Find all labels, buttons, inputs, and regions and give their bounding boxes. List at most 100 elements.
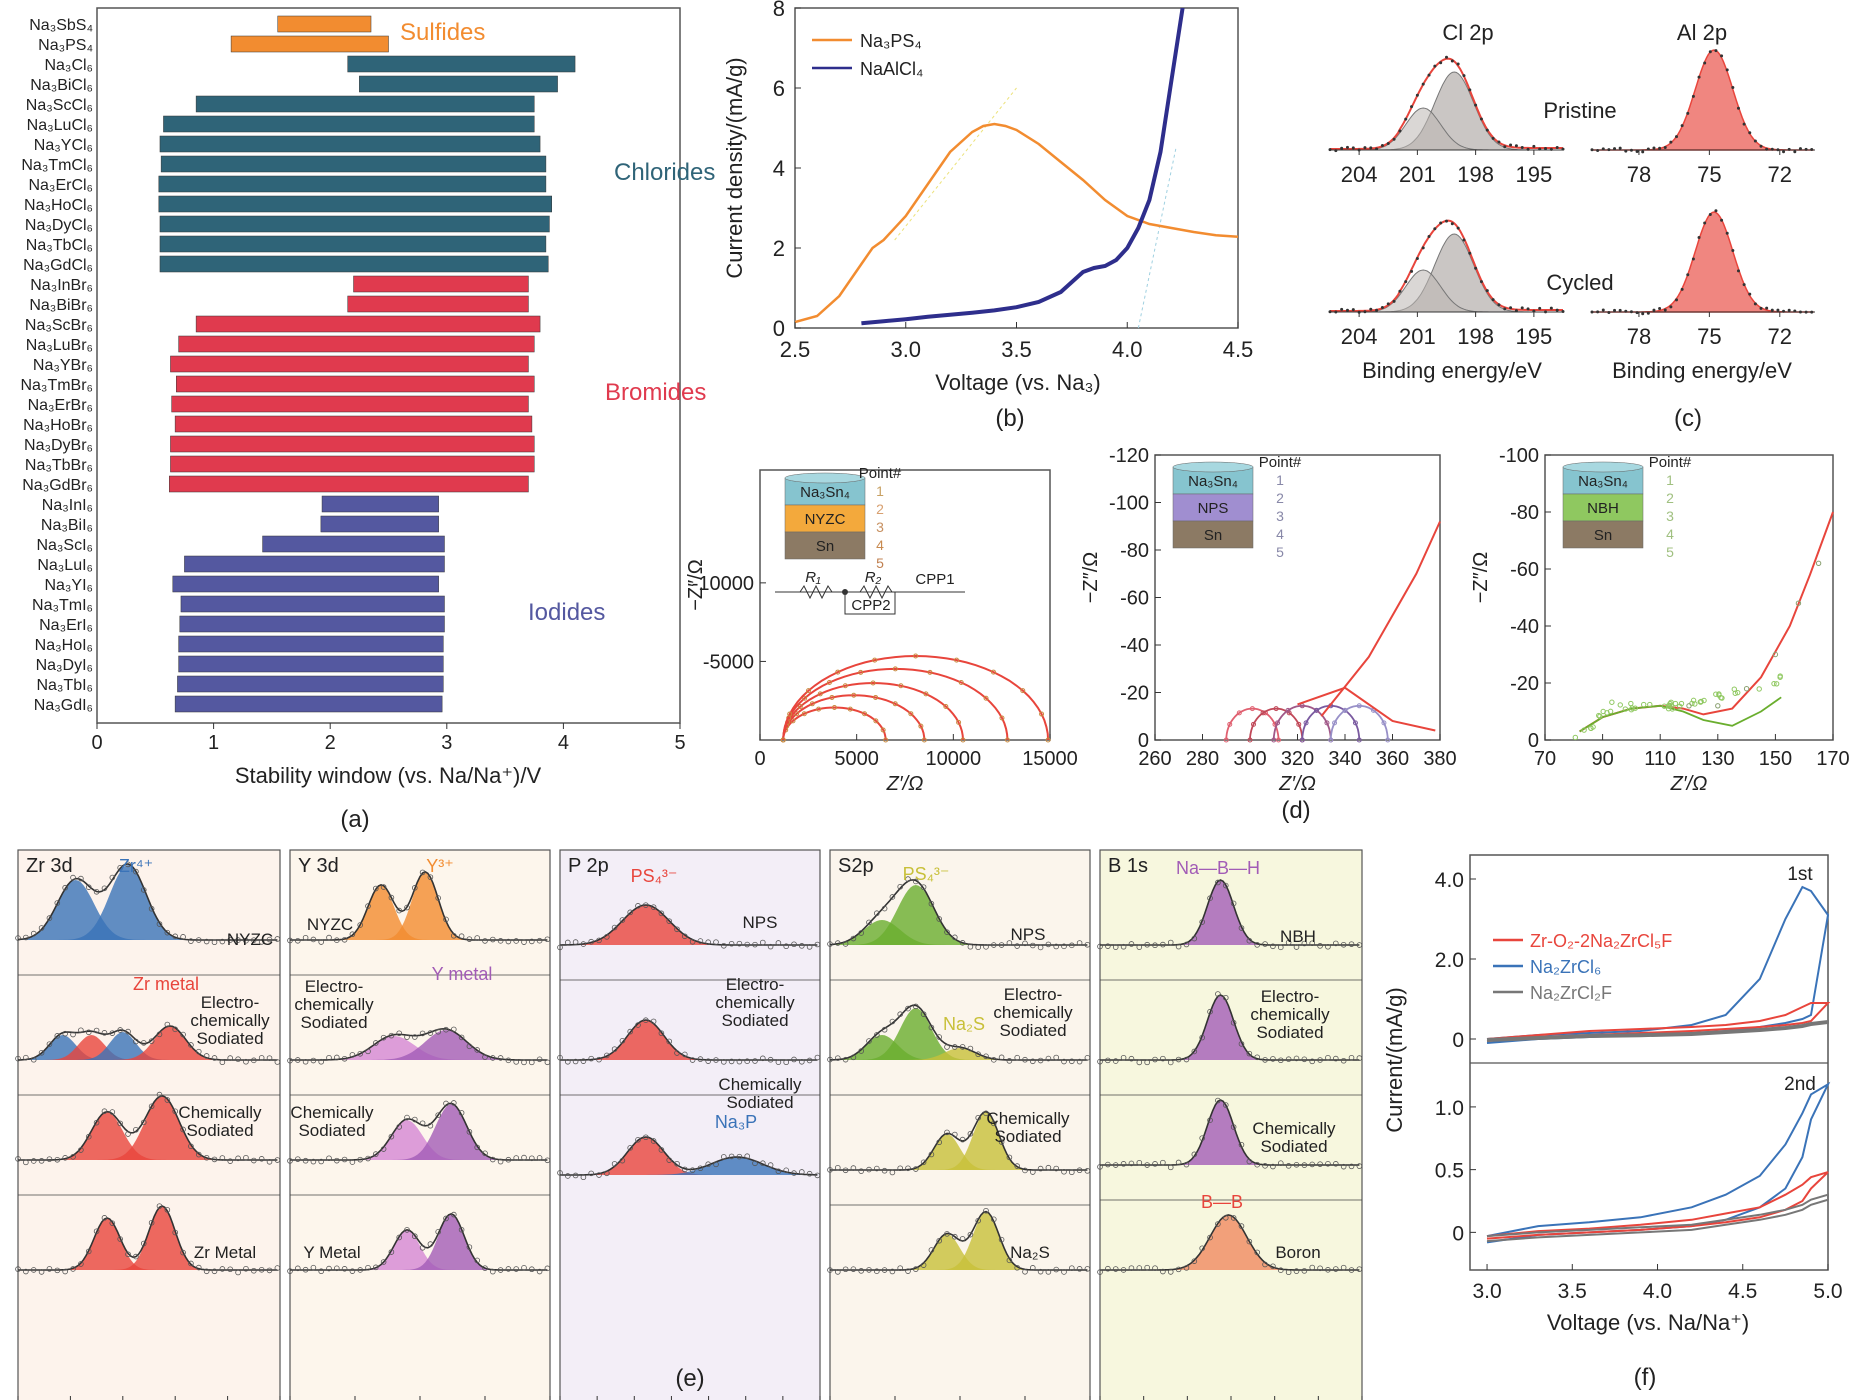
data-point xyxy=(1314,707,1319,713)
data-point xyxy=(889,1018,896,1025)
peak-component xyxy=(290,872,550,940)
peak-tag: B—B xyxy=(1201,1192,1243,1212)
data-point xyxy=(1112,1058,1119,1064)
data-point xyxy=(873,1268,880,1275)
data-point xyxy=(1152,942,1158,949)
data-point xyxy=(466,1043,473,1050)
peak-component xyxy=(830,1048,1090,1060)
data-point xyxy=(866,919,872,926)
data-point xyxy=(1736,269,1740,273)
data-point xyxy=(866,1267,872,1273)
data-point xyxy=(505,1057,512,1064)
data-point xyxy=(1503,145,1507,149)
data-point xyxy=(1691,94,1695,98)
fit-envelope xyxy=(18,1205,278,1271)
data-point xyxy=(1128,1055,1135,1062)
bar-Na₃ErCl₆ xyxy=(158,175,547,193)
data-point xyxy=(1301,1268,1308,1274)
bar-Na₃ScI₆ xyxy=(262,535,445,553)
data-point xyxy=(1227,721,1233,727)
stack-layer xyxy=(1172,520,1254,549)
data-point xyxy=(1222,994,1229,1001)
data-point xyxy=(858,1048,864,1054)
row-label: Boron xyxy=(1275,1243,1320,1262)
data-point xyxy=(1369,307,1373,311)
row-label: NPS xyxy=(743,913,778,932)
bar-label: Na₃ScCl₆ xyxy=(26,97,93,114)
data-point xyxy=(805,688,811,694)
data-point xyxy=(1474,103,1478,107)
data-point xyxy=(798,943,805,949)
legend-title: Point# xyxy=(1649,454,1692,471)
data-point xyxy=(1160,1055,1166,1062)
bar-label: Na₃ScI₆ xyxy=(36,537,93,554)
data-point xyxy=(713,939,719,945)
data-point xyxy=(287,1268,293,1274)
data-point xyxy=(1509,306,1513,310)
data-point xyxy=(1641,312,1645,316)
data-point xyxy=(482,1054,488,1060)
x-tick-label: 5000 xyxy=(834,748,879,770)
x-tick-label: 72 xyxy=(1768,162,1792,187)
data-point xyxy=(1175,1056,1182,1063)
data-point xyxy=(474,1047,481,1053)
data-point xyxy=(1618,308,1622,312)
data-point xyxy=(1462,238,1466,242)
bar-Na₃YBr₆ xyxy=(170,355,529,373)
data-point xyxy=(1254,1054,1260,1061)
legend-point: 3 xyxy=(876,519,884,535)
circuit-parallel xyxy=(844,591,896,615)
data-point xyxy=(544,1265,551,1272)
row-label: Chemically xyxy=(718,1075,802,1094)
data-point xyxy=(1296,721,1302,727)
data-point xyxy=(450,932,457,939)
data-point xyxy=(1120,1054,1127,1061)
data-point xyxy=(666,1157,672,1163)
data-point xyxy=(752,1058,758,1064)
data-point xyxy=(78,1147,84,1153)
data-point xyxy=(1398,129,1402,133)
data-point xyxy=(70,874,76,881)
data-point xyxy=(912,1003,919,1010)
data-point xyxy=(1743,686,1750,692)
bar-Na₃Cl₆ xyxy=(347,55,576,73)
data-point xyxy=(1277,1160,1284,1166)
fit-envelope xyxy=(560,1019,818,1061)
data-point xyxy=(736,1058,743,1065)
data-point xyxy=(164,1021,171,1028)
data-point xyxy=(1097,1164,1103,1170)
data-point xyxy=(1136,1059,1143,1066)
bar-label: Na₃DyBr₆ xyxy=(24,437,93,454)
data-point xyxy=(243,937,249,944)
data-point xyxy=(956,719,962,725)
data-point xyxy=(1293,1161,1300,1168)
data-point xyxy=(1555,145,1559,149)
data-point xyxy=(1004,737,1010,743)
data-point xyxy=(78,1027,84,1034)
data-point xyxy=(1175,1159,1182,1166)
panel-a-frame xyxy=(96,7,681,724)
data-point xyxy=(1236,710,1242,716)
data-point xyxy=(1069,1169,1075,1176)
fit-envelope xyxy=(560,1136,818,1176)
data-point xyxy=(1275,720,1281,726)
cycle-tag: 2nd xyxy=(1784,1074,1816,1095)
data-point xyxy=(842,941,849,947)
data-point xyxy=(801,711,807,717)
y-axis-label: Current/(mA/g) xyxy=(1382,987,1407,1132)
data-point xyxy=(759,1160,766,1167)
data-point xyxy=(1345,308,1349,312)
x-axis-label: Z′/Ω xyxy=(1670,773,1708,795)
data-point xyxy=(1317,1161,1323,1167)
x-tick-label: 4.5 xyxy=(1223,337,1254,362)
data-point xyxy=(1120,1267,1127,1273)
data-point xyxy=(294,1057,301,1063)
data-point xyxy=(172,1026,179,1033)
data-point xyxy=(921,737,927,743)
data-point xyxy=(1246,1050,1253,1057)
data-point xyxy=(125,1131,131,1137)
data-point xyxy=(203,1268,210,1275)
data-point xyxy=(302,934,309,941)
data-point xyxy=(1270,943,1276,950)
fit-envelope xyxy=(1100,1099,1360,1166)
